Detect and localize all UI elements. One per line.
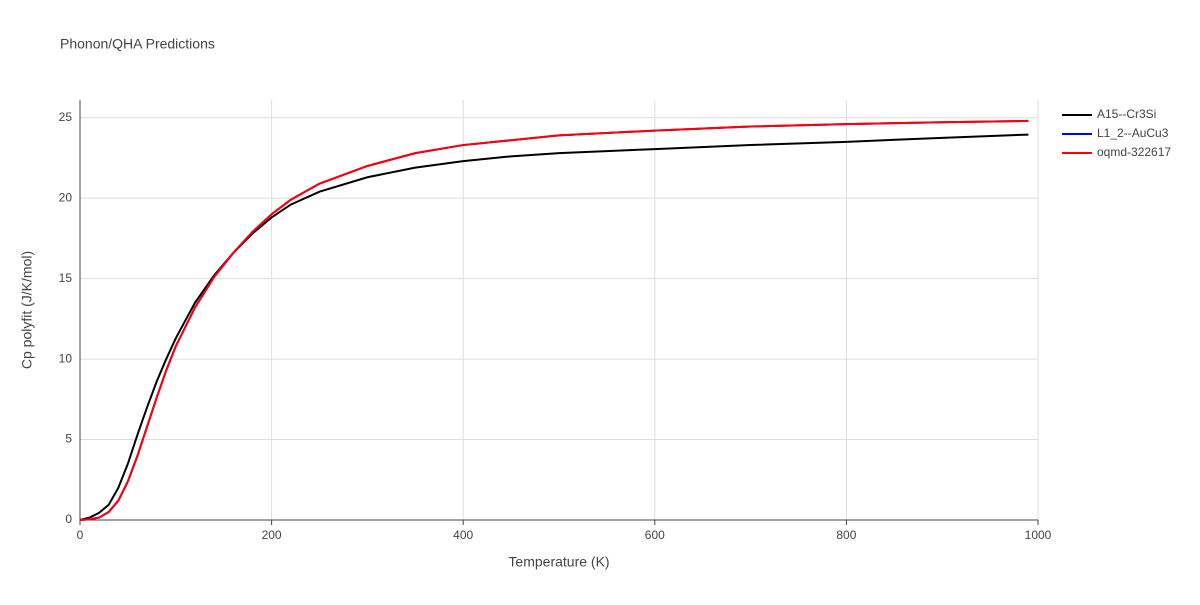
- y-tick-label: 10: [59, 351, 73, 365]
- x-axis-label: Temperature (K): [508, 554, 609, 570]
- y-tick-label: 15: [59, 271, 73, 285]
- y-tick-label: 25: [59, 110, 73, 124]
- y-tick-label: 0: [65, 512, 72, 526]
- legend-label: oqmd-322617: [1097, 145, 1171, 159]
- y-tick-label: 5: [65, 432, 72, 446]
- y-axis-label: Cp polyfit (J/K/mol): [19, 251, 35, 369]
- legend-label: L1_2--AuCu3: [1097, 126, 1169, 140]
- line: [79, 119, 1029, 521]
- line: [79, 133, 1029, 521]
- legend-label: A15--Cr3Si: [1097, 107, 1156, 121]
- x-tick-label: 600: [645, 528, 665, 542]
- x-tick-label: 200: [262, 528, 282, 542]
- x-tick-label: 0: [77, 528, 84, 542]
- x-tick-label: 800: [836, 528, 856, 542]
- x-tick-label: 400: [453, 528, 473, 542]
- chart-title: Phonon/QHA Predictions: [60, 36, 215, 52]
- y-tick-label: 20: [59, 190, 73, 204]
- x-tick-label: 1000: [1025, 528, 1052, 542]
- line: [79, 119, 1029, 521]
